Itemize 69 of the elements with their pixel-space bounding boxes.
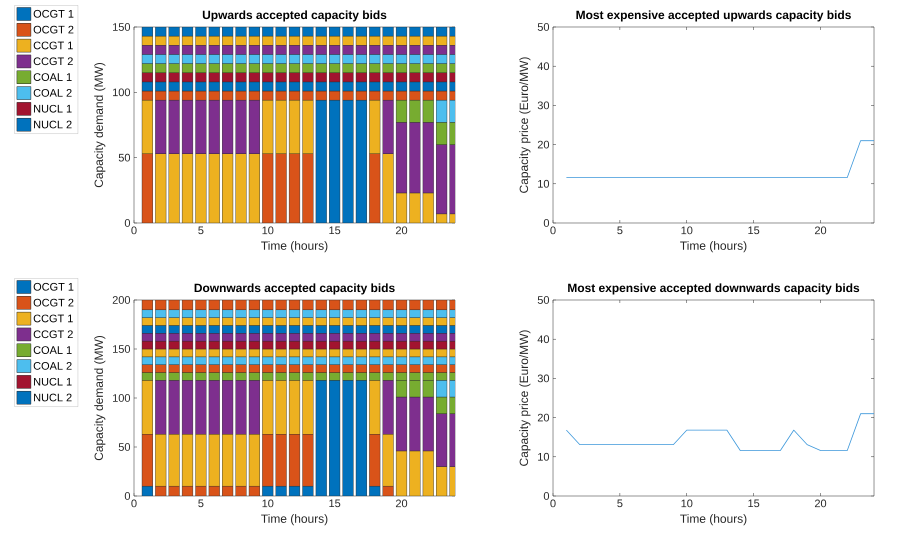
y-tick-label: 20 <box>538 140 550 148</box>
y-axis-title: Capacity demand (MW) <box>94 336 106 460</box>
x-tick-label: 15 <box>748 226 760 234</box>
y-axis-title: Capacity price (Euro/MW) <box>519 330 530 466</box>
x-tick-label: 10 <box>681 226 692 234</box>
legend-label: OCGT 2 <box>34 298 74 306</box>
legend-label: COAL 2 <box>34 362 72 370</box>
y-axis-title: Capacity demand (MW) <box>94 62 106 188</box>
legend-label: NUCL 1 <box>34 378 72 386</box>
x-tick-label: 20 <box>814 226 826 234</box>
y-tick-label: 0 <box>124 492 130 500</box>
y-tick-label: 0 <box>124 219 130 227</box>
x-tick-label: 5 <box>198 500 204 508</box>
x-tick-label: 0 <box>131 500 137 508</box>
y-tick-label: 100 <box>113 394 130 402</box>
legend-label: OCGT 1 <box>34 10 74 18</box>
y-tick-label: 150 <box>113 345 130 353</box>
legend-label: OCGT 1 <box>34 282 74 291</box>
y-tick-label: 50 <box>538 296 550 304</box>
x-tick-label: 10 <box>681 500 692 508</box>
legend-label: COAL 2 <box>34 89 72 97</box>
y-tick-label: 150 <box>113 23 130 31</box>
legend-label: CCGT 1 <box>34 42 73 50</box>
x-tick-label: 10 <box>262 500 274 508</box>
chart-title: Downwards accepted capacity bids <box>194 283 395 295</box>
x-axis-title: Time (hours) <box>680 241 746 252</box>
y-axis-title: Capacity price (Euro/MW) <box>519 57 530 193</box>
x-tick-label: 20 <box>814 500 826 508</box>
legend-label: NUCL 2 <box>34 120 72 128</box>
x-tick-label: 5 <box>617 500 622 508</box>
chart-title: Upwards accepted capacity bids <box>202 10 386 22</box>
x-tick-label: 15 <box>329 226 340 234</box>
x-axis-title: Time (hours) <box>261 514 328 526</box>
y-tick-label: 0 <box>544 492 550 500</box>
x-tick-label: 0 <box>550 500 556 508</box>
y-tick-label: 40 <box>538 62 550 70</box>
x-tick-label: 20 <box>396 226 408 234</box>
legend-label: NUCL 2 <box>34 394 72 402</box>
y-tick-label: 0 <box>544 219 550 227</box>
x-axis-title: Time (hours) <box>261 241 328 252</box>
y-tick-label: 10 <box>538 180 550 188</box>
x-tick-label: 15 <box>748 500 760 508</box>
y-tick-label: 30 <box>538 102 550 110</box>
x-tick-label: 10 <box>262 226 274 234</box>
x-tick-label: 20 <box>396 500 408 508</box>
legend-label: COAL 1 <box>34 73 72 81</box>
y-tick-label: 20 <box>538 414 550 422</box>
y-tick-label: 40 <box>538 335 550 344</box>
legend-label: COAL 1 <box>34 346 72 354</box>
y-tick-label: 200 <box>112 296 130 304</box>
legend-label: CCGT 2 <box>34 330 73 338</box>
chart-title: Most expensive accepted downwards capacity bids <box>568 283 860 295</box>
y-tick-label: 50 <box>538 23 550 31</box>
legend-label: CCGT 2 <box>34 57 73 66</box>
y-tick-label: 10 <box>538 452 550 461</box>
legend-label: CCGT 1 <box>34 314 73 322</box>
x-axis-title: Time (hours) <box>680 514 746 526</box>
y-tick-label: 30 <box>538 374 550 382</box>
chart-title: Most expensive accepted upwards capacity bids <box>576 10 851 22</box>
legend-label: NUCL 1 <box>34 104 72 113</box>
legend-label: OCGT 2 <box>34 26 74 34</box>
x-tick-label: 15 <box>329 500 340 508</box>
y-tick-label: 50 <box>118 443 130 451</box>
y-tick-label: 50 <box>118 154 130 162</box>
y-tick-label: 100 <box>113 88 130 96</box>
x-tick-label: 0 <box>131 226 137 234</box>
x-tick-label: 0 <box>550 226 556 234</box>
x-tick-label: 5 <box>198 226 204 234</box>
x-tick-label: 5 <box>617 226 622 234</box>
